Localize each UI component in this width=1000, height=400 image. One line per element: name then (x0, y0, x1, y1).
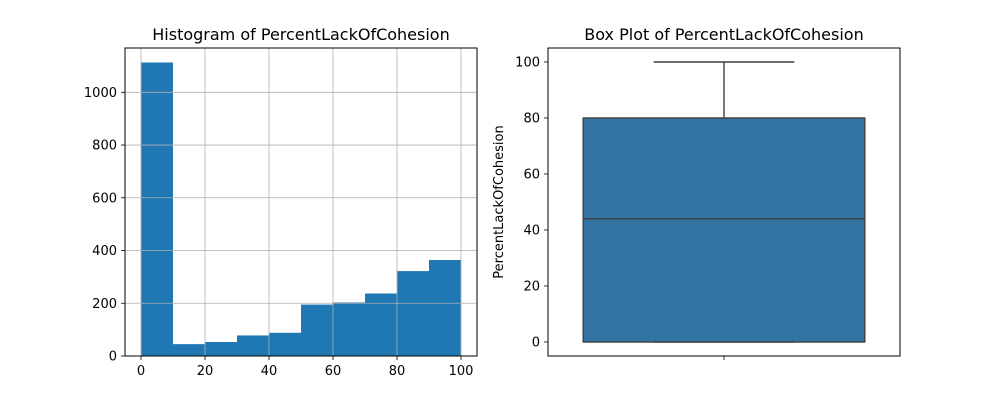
histogram-panel: 0 20 40 60 80 100 0 200 400 600 800 1000 Histogram… (84, 25, 478, 379)
histogram-bar-7 (365, 293, 397, 356)
histogram-bar-9 (429, 260, 461, 356)
histogram-y-tick-label-2: 400 (92, 244, 117, 259)
histogram-bar-1 (173, 344, 205, 356)
histogram-y-tick-label-3: 600 (92, 191, 117, 206)
boxplot-panel: 0 20 40 60 80 100 Box Plot of PercentLackOfCo… (492, 25, 901, 360)
histogram-x-tick-label-4: 80 (389, 364, 406, 379)
histogram-bar-0 (141, 62, 173, 357)
boxplot-box (582, 117, 866, 343)
boxplot-y-ticks: 0 20 40 60 80 100 (515, 56, 548, 351)
histogram-bar-8 (397, 271, 429, 356)
histogram-x-tick-label-2: 40 (261, 364, 278, 379)
histogram-title: Histogram of PercentLackOfCohesion (152, 25, 449, 44)
histogram-y-tick-label-1: 200 (92, 297, 117, 312)
boxplot-y-tick-label-1: 20 (523, 280, 540, 295)
histogram-frame (124, 47, 478, 357)
histogram-x-tick-label-0: 0 (137, 364, 145, 379)
histogram-x-tick-label-3: 60 (325, 364, 342, 379)
histogram-y-tick-label-5: 1000 (84, 86, 117, 101)
histogram-bar-6 (333, 302, 365, 356)
histogram-bars (141, 62, 461, 357)
boxplot-y-axis-label: PercentLackOfCohesion (492, 125, 507, 278)
histogram-x-tick-label-1: 20 (197, 364, 214, 379)
histogram-x-ticks: 0 20 40 60 80 100 (137, 356, 474, 379)
boxplot-y-tick-label-4: 80 (523, 112, 540, 127)
boxplot-marks (582, 61, 866, 343)
boxplot-y-tick-label-5: 100 (515, 56, 540, 71)
histogram-x-tick-label-5: 100 (449, 364, 474, 379)
boxplot-y-tick-label-2: 40 (523, 224, 540, 239)
histogram-y-tick-label-4: 800 (92, 139, 117, 154)
histogram-y-ticks: 0 200 400 600 800 1000 (84, 86, 125, 365)
boxplot-y-tick-label-0: 0 (532, 336, 540, 351)
histogram-bar-3 (237, 335, 269, 356)
histogram-bar-2 (205, 342, 237, 356)
histogram-bar-4 (269, 332, 301, 356)
histogram-y-tick-label-0: 0 (109, 350, 117, 365)
boxplot-y-tick-label-3: 60 (523, 168, 540, 183)
boxplot-title: Box Plot of PercentLackOfCohesion (584, 25, 863, 44)
histogram-bar-5 (301, 304, 333, 356)
